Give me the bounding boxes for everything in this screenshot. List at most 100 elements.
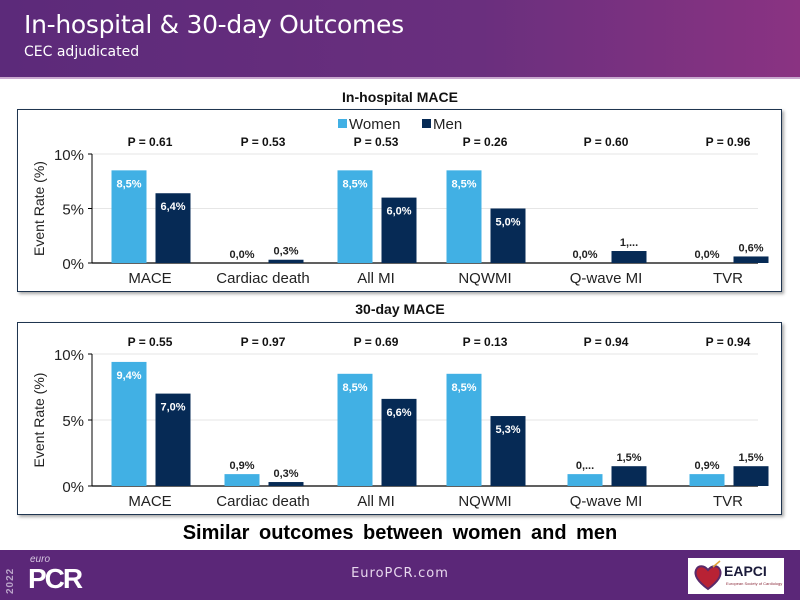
data-label: 0,0% xyxy=(229,249,254,261)
data-label: 0,9% xyxy=(229,460,254,472)
bar-men xyxy=(611,466,647,486)
p-value-label: P = 0.53 xyxy=(241,135,286,149)
data-label: 0,9% xyxy=(694,460,719,472)
data-label: 0,0% xyxy=(694,249,719,261)
chart-panel-30-day: 0% 5% 10% Event Rate (%) P = 0.55 MACE 9,4% 7,0… xyxy=(17,322,782,515)
data-label: 5,3% xyxy=(495,424,520,436)
bar-women xyxy=(111,170,147,263)
bar-men xyxy=(490,416,526,486)
x-tick-label: Cardiac death xyxy=(216,493,309,510)
p-value-label: P = 0.61 xyxy=(128,135,173,149)
x-tick-label: TVR xyxy=(713,493,743,510)
bar-men xyxy=(490,208,526,263)
data-label: 8,5% xyxy=(451,178,476,190)
bar-women xyxy=(337,373,373,486)
p-value-label: P = 0.96 xyxy=(706,135,751,149)
y-tick-label: 10% xyxy=(54,147,84,164)
eapci-logo: EAPCI European Society of Cardiology xyxy=(688,558,784,594)
data-label: 9,4% xyxy=(116,370,141,382)
legend-label-women: Women xyxy=(349,116,400,133)
y-tick-label: 0% xyxy=(62,256,84,273)
p-value-label: P = 0.55 xyxy=(128,335,173,349)
x-tick-label: NQWMI xyxy=(458,493,511,510)
bar-men xyxy=(155,393,191,486)
x-tick-label: MACE xyxy=(128,270,171,287)
p-value-label: P = 0.26 xyxy=(463,135,508,149)
footer-url[interactable]: EuroPCR.com xyxy=(351,566,449,581)
bar-women xyxy=(567,474,603,486)
bar-women xyxy=(446,170,482,263)
chart-in-hospital-mace: 0% 5% 10% Event Rate (%) Women Men P = 0.61 MAC… xyxy=(31,116,769,287)
y-axis-label: Event Rate (%) xyxy=(31,161,47,256)
x-tick-label: MACE xyxy=(128,493,171,510)
conclusion-text: Similar outcomes between women and men xyxy=(182,522,618,544)
data-label: 8,5% xyxy=(342,382,367,394)
x-tick-label: Q-wave MI xyxy=(570,270,643,287)
y-tick-label: 10% xyxy=(54,347,84,364)
bar-men xyxy=(733,466,769,486)
chart-title-in-hospital: In-hospital MACE xyxy=(342,89,458,105)
x-tick-label: Q-wave MI xyxy=(570,493,643,510)
p-value-label: P = 0.94 xyxy=(584,335,629,349)
slide-header: In-hospital & 30-day Outcomes CEC adjudi… xyxy=(0,0,800,79)
x-tick-label: Cardiac death xyxy=(216,270,309,287)
p-value-label: P = 0.13 xyxy=(463,335,508,349)
data-label: 0,... xyxy=(576,460,594,472)
x-tick-label: TVR xyxy=(713,270,743,287)
data-label: 8,5% xyxy=(451,382,476,394)
x-tick-label: All MI xyxy=(357,493,395,510)
data-label: 0,3% xyxy=(273,468,298,480)
bar-men xyxy=(381,197,417,263)
data-label: 6,6% xyxy=(386,407,411,419)
eapci-name: EAPCI xyxy=(724,563,767,579)
data-label: 7,0% xyxy=(160,402,185,414)
data-label: 1,5% xyxy=(738,452,763,464)
legend-swatch-women xyxy=(338,119,347,128)
heart-icon xyxy=(694,560,722,591)
y-tick-label: 5% xyxy=(62,413,84,430)
legend-swatch-men xyxy=(422,119,431,128)
p-value-label: P = 0.69 xyxy=(354,335,399,349)
bar-women xyxy=(446,373,482,486)
bar-women xyxy=(689,474,725,486)
p-value-label: P = 0.94 xyxy=(706,335,751,349)
y-tick-label: 0% xyxy=(62,479,84,496)
chart-30-day-mace: 0% 5% 10% Event Rate (%) P = 0.55 MACE 9,4% 7,0… xyxy=(31,335,769,510)
bar-women xyxy=(224,474,260,486)
bar-men xyxy=(381,398,417,486)
bar-women xyxy=(111,361,147,486)
p-value-label: P = 0.60 xyxy=(584,135,629,149)
data-label: 1,... xyxy=(620,237,638,249)
data-label: 5,0% xyxy=(495,217,520,229)
data-label: 0,3% xyxy=(273,246,298,258)
svg-text:2022: 2022 xyxy=(5,568,16,594)
bar-men xyxy=(268,259,304,263)
data-label: 6,4% xyxy=(160,201,185,213)
x-tick-label: NQWMI xyxy=(458,270,511,287)
bar-women xyxy=(337,170,373,263)
x-tick-label: All MI xyxy=(357,270,395,287)
eapci-subtitle: European Society of Cardiology xyxy=(726,581,783,586)
data-label: 0,0% xyxy=(572,249,597,261)
slide-title: In-hospital & 30-day Outcomes xyxy=(24,10,404,39)
data-label: 0,6% xyxy=(738,242,763,254)
chart-panel-in-hospital: 0% 5% 10% Event Rate (%) Women Men P = 0.61 MAC… xyxy=(17,109,782,292)
p-value-label: P = 0.53 xyxy=(354,135,399,149)
chart-title-30-day: 30-day MACE xyxy=(355,301,445,317)
data-label: 8,5% xyxy=(342,178,367,190)
bar-men xyxy=(611,251,647,263)
legend-label-men: Men xyxy=(433,116,462,133)
bar-men xyxy=(155,193,191,263)
p-value-label: P = 0.97 xyxy=(241,335,286,349)
logo-year: 2022 xyxy=(5,568,16,594)
y-tick-label: 5% xyxy=(62,202,84,219)
data-label: 6,0% xyxy=(386,206,411,218)
bar-men xyxy=(733,256,769,263)
slide-subtitle: CEC adjudicated xyxy=(24,44,140,60)
logo-pcr: PCR xyxy=(28,563,83,594)
bar-men xyxy=(268,482,304,486)
slide-footer: 2022 euro PCR EuroPCR.com EAPCI European… xyxy=(0,550,800,600)
y-axis-label: Event Rate (%) xyxy=(31,373,47,468)
data-label: 8,5% xyxy=(116,178,141,190)
data-label: 1,5% xyxy=(616,452,641,464)
